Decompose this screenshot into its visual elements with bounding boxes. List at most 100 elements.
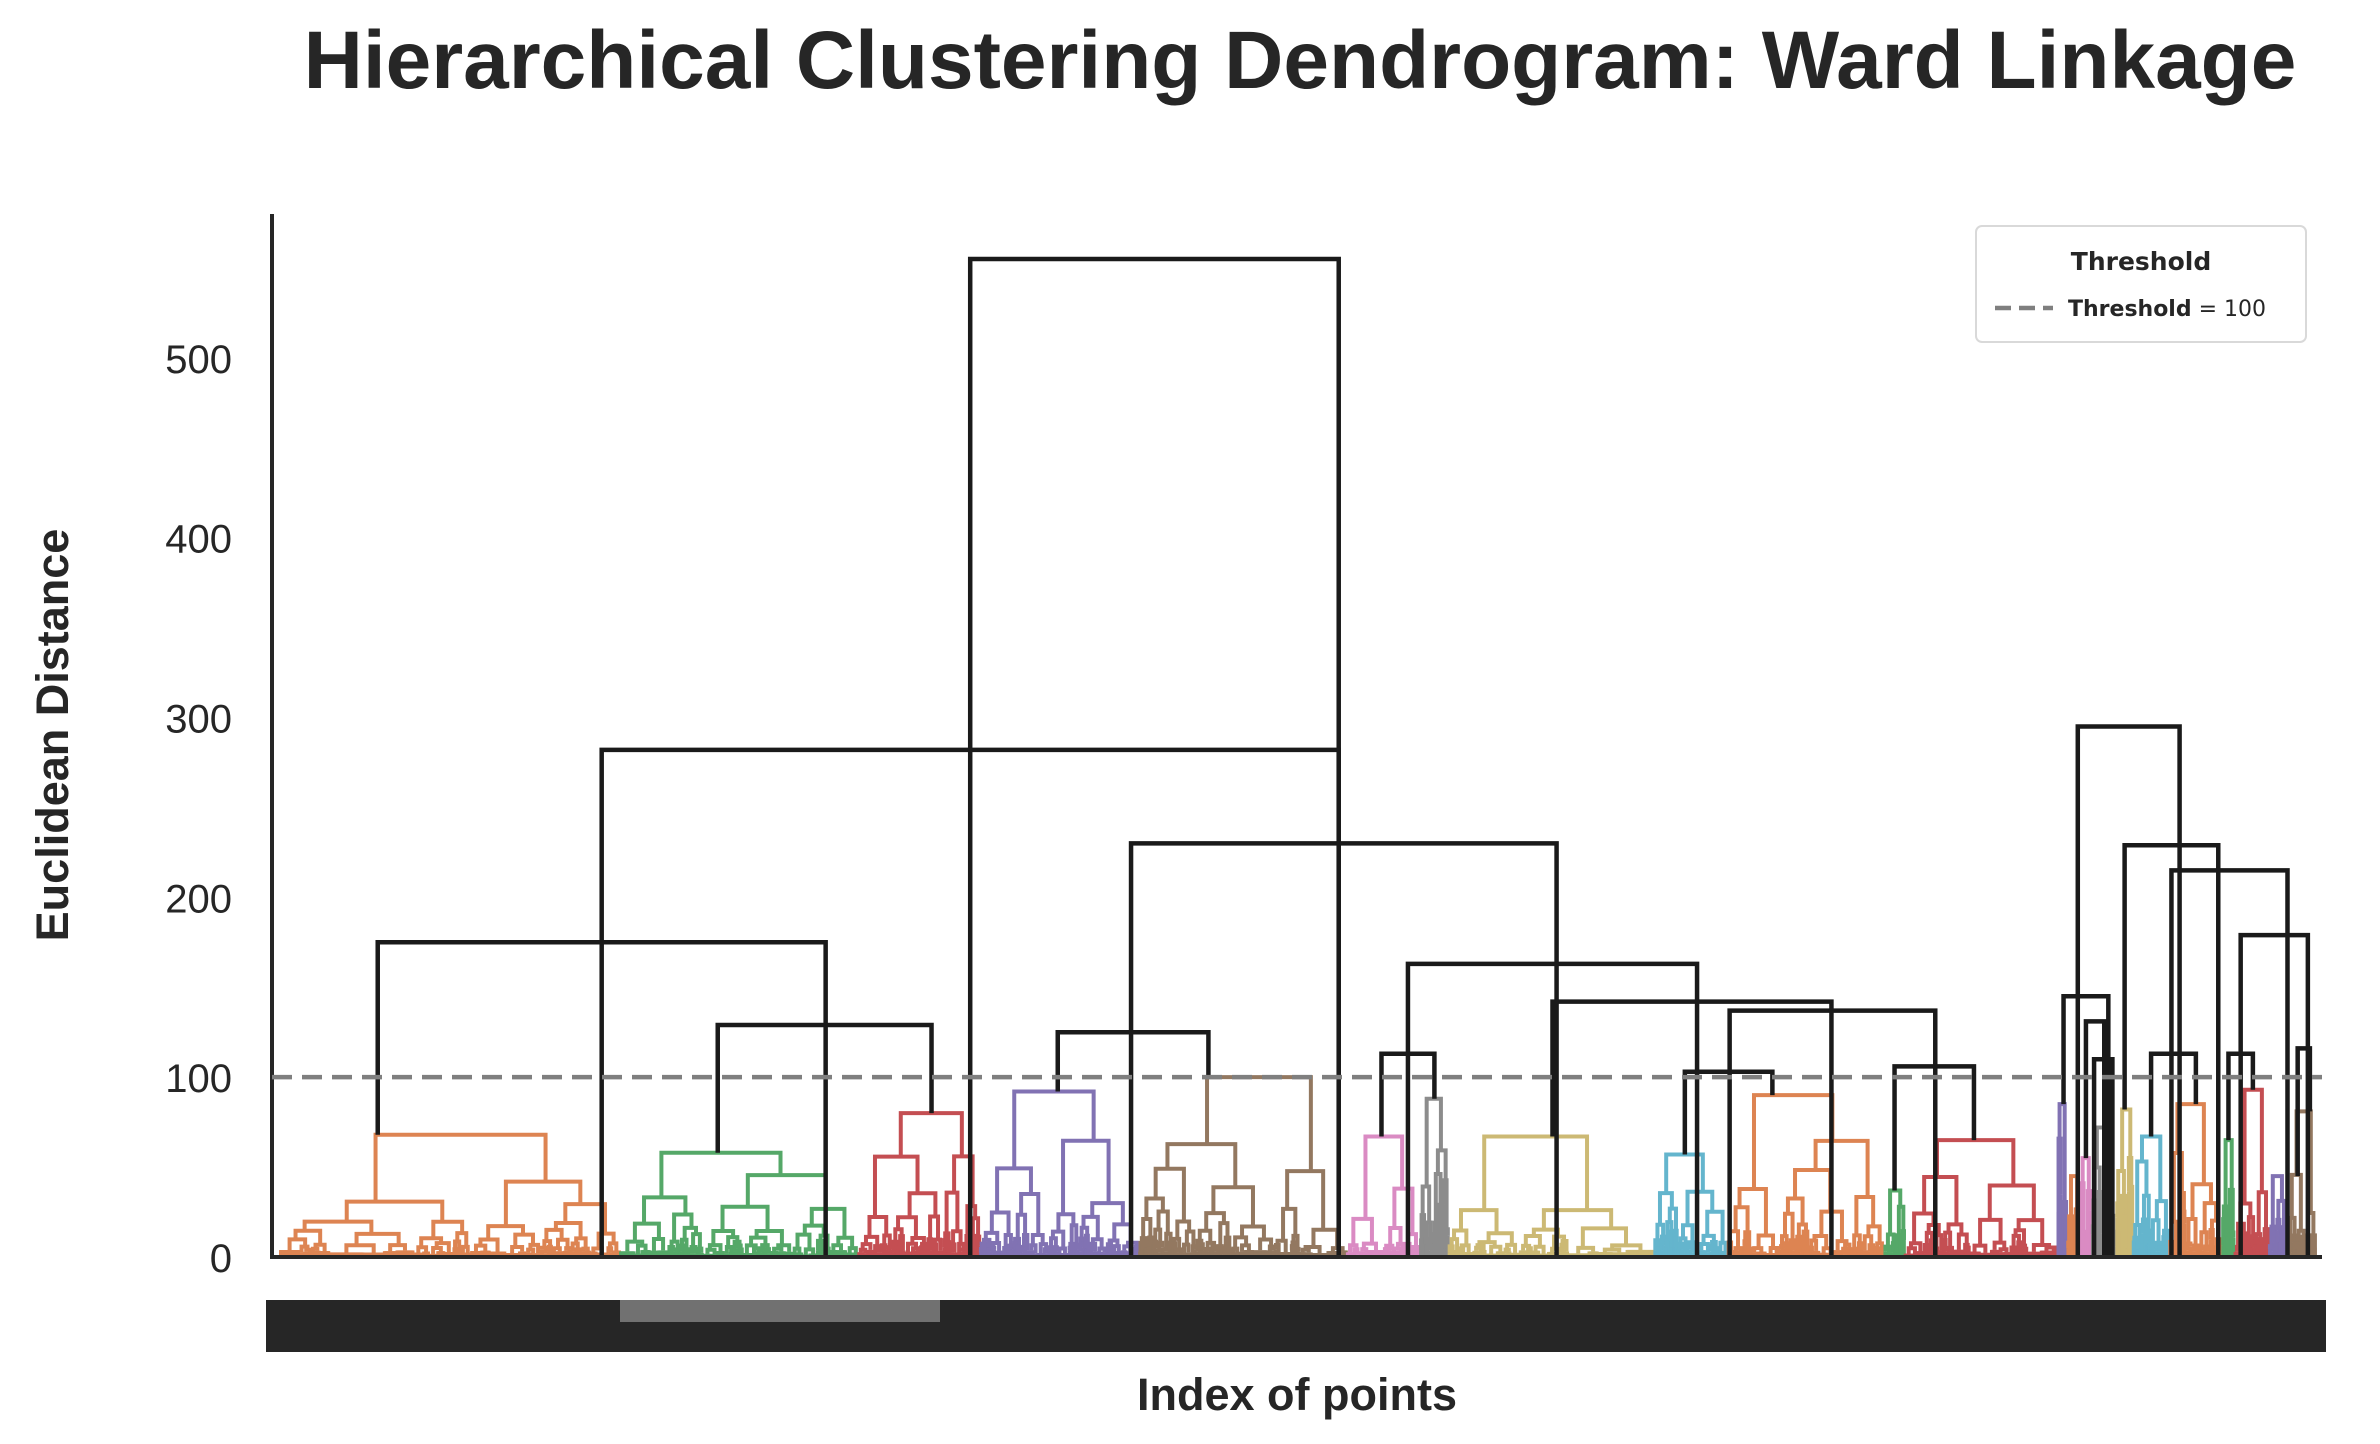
cluster-link xyxy=(1387,1246,1396,1253)
cluster-link xyxy=(1843,1242,1852,1250)
cluster-link xyxy=(373,1132,548,1202)
cluster-link xyxy=(1449,1237,1460,1250)
cluster-link xyxy=(1218,1221,1230,1247)
cluster-link xyxy=(1657,1191,1674,1225)
cluster-link xyxy=(1812,1233,1829,1249)
merge-link xyxy=(2169,868,2290,1257)
cluster-link xyxy=(1452,1228,1469,1246)
cluster-link xyxy=(891,1239,900,1253)
cluster-link xyxy=(696,1246,704,1253)
leaf-tick-label-band-gap xyxy=(620,1300,940,1322)
cluster-link xyxy=(2133,1222,2142,1242)
cluster-link xyxy=(1240,1243,1251,1252)
cluster-link xyxy=(1785,1196,1805,1225)
cluster-link xyxy=(928,1214,941,1240)
cluster-link xyxy=(1204,1211,1226,1231)
cluster-link xyxy=(1653,1238,1661,1251)
leaf-tick-labels xyxy=(266,1300,2326,1352)
cluster-link xyxy=(1382,1247,1390,1255)
cluster-link xyxy=(2221,1217,2227,1246)
cluster-link xyxy=(2067,1214,2075,1243)
cluster-link xyxy=(2256,1237,2264,1252)
cluster-link xyxy=(1443,1227,1450,1240)
cluster-link xyxy=(990,1245,997,1254)
cluster-link xyxy=(2295,1234,2303,1246)
cluster-link xyxy=(287,1237,308,1251)
cluster-link xyxy=(2246,1215,2256,1242)
cluster-link xyxy=(1153,1227,1163,1243)
cluster-link xyxy=(1050,1229,1066,1249)
cluster-link xyxy=(724,1245,734,1254)
cluster-link xyxy=(1019,1192,1041,1235)
legend-label-bold: Threshold xyxy=(2068,297,2192,322)
cluster-link xyxy=(1108,1246,1115,1253)
y-tick-label: 400 xyxy=(165,518,232,562)
cluster-link xyxy=(2135,1159,2149,1225)
cluster-link xyxy=(679,1243,686,1252)
cluster-link xyxy=(1610,1243,1643,1250)
cluster-link xyxy=(907,1191,938,1218)
cluster-link xyxy=(749,1235,768,1246)
cluster-link xyxy=(304,1247,312,1255)
cluster-link xyxy=(1922,1175,1959,1225)
cluster-link xyxy=(711,1229,736,1246)
cluster-link xyxy=(1139,1236,1148,1245)
cluster-link xyxy=(2262,1227,2270,1247)
cluster-link xyxy=(1701,1233,1716,1244)
cluster-link xyxy=(1885,1232,1896,1247)
cluster-link xyxy=(1152,1239,1158,1251)
cluster-link xyxy=(2147,1235,2153,1244)
cluster-link xyxy=(431,1219,465,1239)
cluster-link xyxy=(2056,1136,2063,1212)
y-tick-label: 0 xyxy=(210,1237,232,1281)
cluster-link xyxy=(1801,1229,1810,1248)
cluster-link xyxy=(1061,1138,1111,1215)
cluster-link xyxy=(1875,1241,1884,1253)
cluster-link xyxy=(942,1238,948,1251)
cluster-link xyxy=(510,1245,525,1254)
cluster-link xyxy=(455,1247,463,1255)
cluster-link xyxy=(606,1246,614,1254)
cluster-link xyxy=(2011,1233,2021,1248)
cluster-link xyxy=(1849,1247,1858,1253)
leaf-tick-label-band xyxy=(266,1300,2326,1352)
cluster-link xyxy=(738,1247,744,1253)
cluster-link xyxy=(1274,1242,1281,1254)
legend-label-rest: = 100 xyxy=(2192,297,2266,322)
cluster-link xyxy=(1002,1245,1009,1253)
cluster-link xyxy=(1079,1225,1090,1239)
cluster-link xyxy=(1956,1232,1969,1250)
cluster-link xyxy=(1211,1185,1255,1227)
cluster-link xyxy=(1890,1241,1898,1253)
cluster-link xyxy=(1655,1222,1666,1241)
cluster-link xyxy=(720,1204,770,1232)
cluster-link xyxy=(419,1236,444,1248)
cluster-link xyxy=(831,1243,843,1251)
cluster-link xyxy=(1395,1241,1405,1251)
cluster-link xyxy=(1908,1241,1923,1252)
cluster-link xyxy=(1458,1208,1499,1234)
cluster-link xyxy=(847,1246,858,1255)
cluster-link xyxy=(1281,1206,1298,1241)
cluster-link xyxy=(863,1234,880,1247)
legend-threshold-label: Threshold = 100 xyxy=(2068,297,2266,322)
cluster-link xyxy=(1012,1089,1096,1169)
cluster-link xyxy=(1352,1247,1360,1255)
merge-link xyxy=(1379,1051,1437,1137)
y-tick-label: 300 xyxy=(165,698,232,742)
cluster-link xyxy=(1413,1247,1421,1253)
cluster-link xyxy=(919,1245,925,1254)
cluster-link xyxy=(1678,1236,1688,1246)
cluster-link xyxy=(1576,1245,1596,1254)
cluster-link xyxy=(1144,1196,1165,1219)
cluster-link xyxy=(1900,1229,1906,1243)
cluster-link xyxy=(1231,1246,1240,1254)
cluster-link xyxy=(1204,1247,1212,1252)
cluster-link xyxy=(896,1215,918,1238)
cluster-link xyxy=(1699,1241,1710,1253)
cluster-link xyxy=(978,1246,985,1255)
cluster-link xyxy=(2221,1204,2230,1231)
cluster-link xyxy=(792,1246,802,1254)
merge-link xyxy=(2295,1046,2313,1177)
cluster-link xyxy=(1780,1234,1789,1247)
